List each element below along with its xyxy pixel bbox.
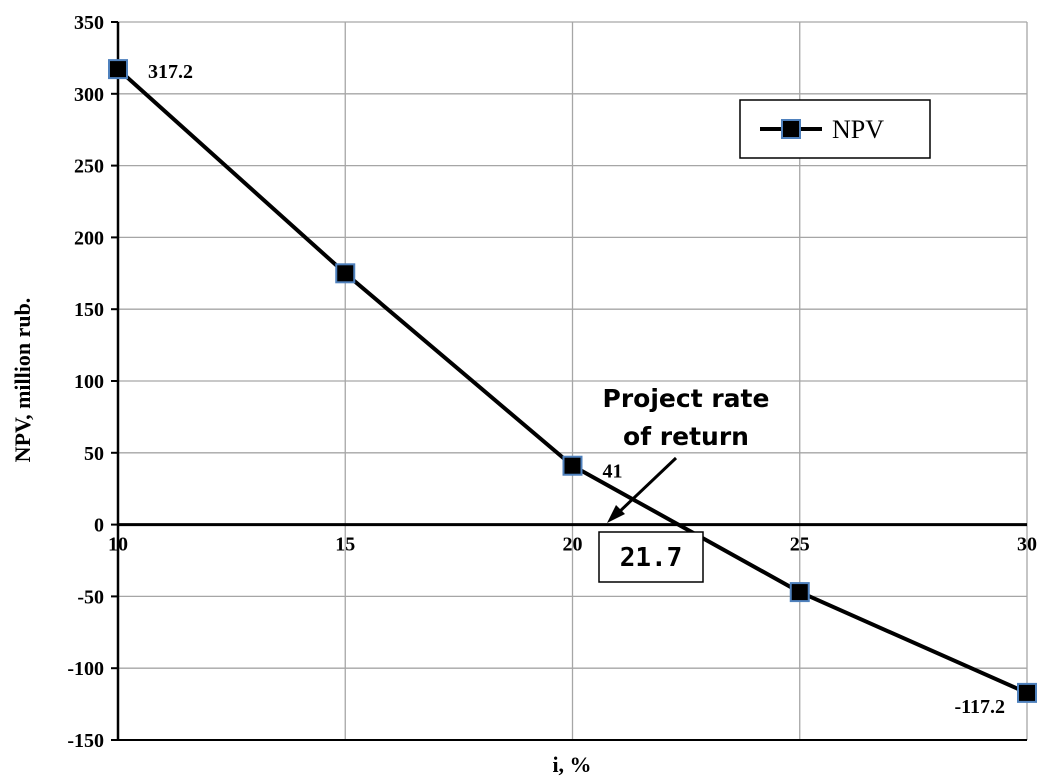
- y-axis-title: NPV, million rub.: [10, 298, 35, 463]
- y-tick-label: -50: [77, 586, 104, 608]
- y-tick-label: 0: [94, 515, 104, 537]
- axes: [111, 21, 1027, 741]
- annotation-arrow-head: [607, 505, 625, 523]
- y-tick-label: 300: [74, 84, 104, 106]
- data-labels: 317.2 41 -117.2: [148, 61, 1005, 718]
- data-point-npv: [1017, 682, 1037, 703]
- tick-labels: 350 300 250 200 150 100 50 0 -50 -100 -150 10 15 20 25…: [67, 12, 1037, 752]
- data-point-npv: [335, 263, 356, 284]
- irr-annotation: Project rate of return 21.7: [598, 384, 770, 583]
- x-tick-label: 30: [1017, 534, 1037, 556]
- legend: NPV: [739, 99, 931, 159]
- y-tick-label: -150: [67, 730, 104, 752]
- x-axis-title: i, %: [552, 752, 591, 777]
- x-tick-label: 25: [790, 534, 810, 556]
- annotation-line-2: of return: [623, 422, 749, 451]
- y-tick-label: 100: [74, 371, 104, 393]
- data-point-npv: [789, 582, 810, 603]
- x-tick-label: 10: [108, 534, 128, 556]
- irr-value-box: [598, 531, 704, 583]
- y-tick-label: 200: [74, 227, 104, 249]
- data-label: 317.2: [148, 61, 193, 83]
- y-tick-label: 250: [74, 156, 104, 178]
- y-tick-label: 150: [74, 299, 104, 321]
- y-tick-label: -100: [67, 658, 104, 680]
- y-tick-label: 50: [84, 443, 104, 465]
- data-point-npv: [108, 59, 128, 80]
- legend-marker: [781, 119, 801, 139]
- data-label: -117.2: [954, 696, 1005, 718]
- x-tick-label: 20: [563, 534, 583, 556]
- legend-entry-npv: NPV: [832, 115, 884, 144]
- y-tick-label: 350: [74, 12, 104, 34]
- series-npv: [108, 59, 1037, 703]
- data-point-npv: [562, 455, 583, 476]
- data-label: 41: [603, 461, 623, 483]
- x-tick-label: 15: [335, 534, 355, 556]
- annotation-arrow-shaft: [615, 456, 678, 516]
- annotation-line-1: Project rate: [603, 384, 770, 413]
- irr-value: 21.7: [620, 543, 683, 573]
